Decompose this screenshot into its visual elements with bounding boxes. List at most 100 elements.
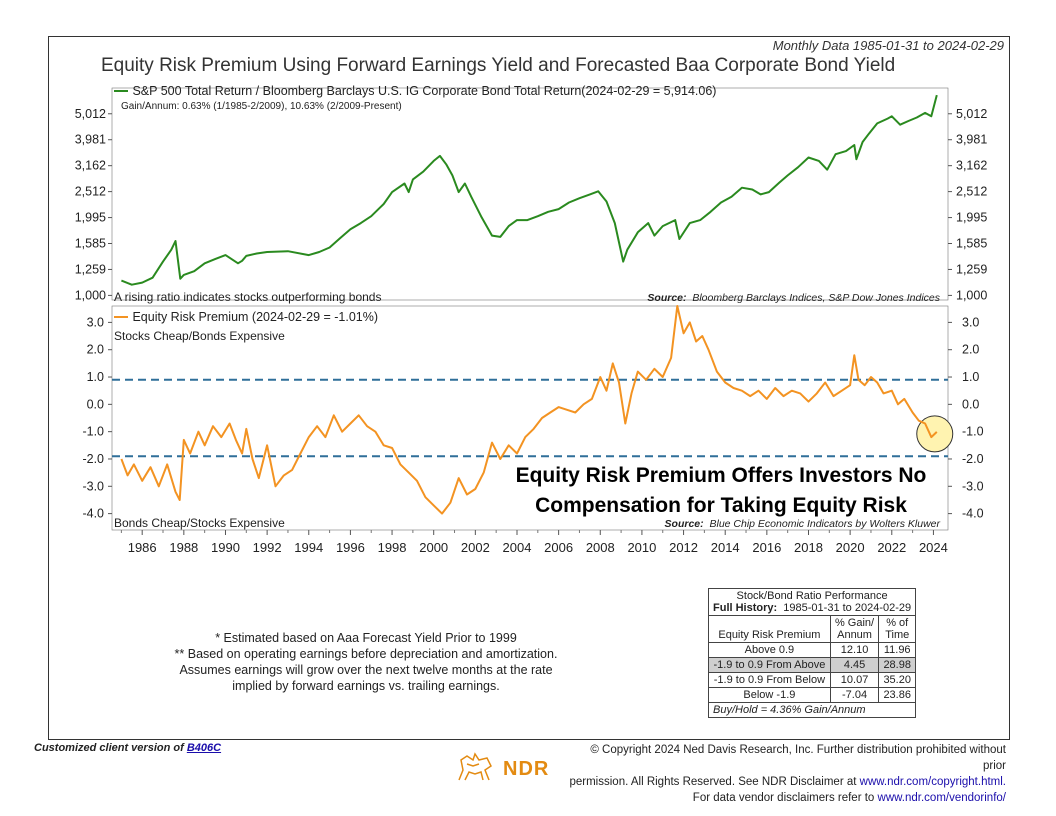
erp-tick-label-right: -4.0 — [962, 507, 984, 521]
x-tick-label: 1986 — [128, 540, 157, 555]
x-tick-label: 2006 — [544, 540, 573, 555]
table-row: Below -1.9 -7.04 23.86 — [708, 687, 917, 703]
footnotes: * Estimated based on Aaa Forecast Yield … — [156, 630, 576, 694]
erp-tick-label-right: -2.0 — [962, 452, 984, 466]
perf-history-label: Full History: — [713, 602, 778, 614]
ratio-tick-label-right: 5,012 — [956, 107, 987, 121]
ratio-tick-label-right: 1,585 — [956, 236, 987, 250]
period-label: Monthly Data 1985-01-31 to 2024-02-29 — [772, 38, 1004, 53]
x-tick-label: 2002 — [461, 540, 490, 555]
ratio-series-line — [121, 94, 938, 286]
ratio-source-label: Source: — [647, 292, 687, 304]
chart-svg: 5,012 5,012 3,981 3,981 3,162 3,162 2,512 2,512… — [75, 87, 987, 555]
erp-tick-label-right: 0.0 — [962, 397, 979, 411]
x-tick-label: 2018 — [794, 540, 823, 555]
erp-series-line — [120, 305, 938, 515]
row-time: 28.98 — [878, 657, 917, 673]
chart-frame — [48, 36, 1010, 740]
x-tick-label: 2020 — [836, 540, 865, 555]
row-gain: 12.10 — [829, 642, 880, 658]
erp-source-text: Blue Chip Economic Indicators by Wolters… — [709, 518, 940, 530]
perf-col-gain: % Gain/Annum — [829, 615, 880, 643]
x-axis: 1986 1988 1990 1992 1994 1996 1998 2000 2002 2004… — [120, 530, 948, 555]
ratio-tick-label-right: 3,162 — [956, 159, 987, 173]
table-row: -1.9 to 0.9 From Below 10.07 35.20 — [708, 672, 917, 688]
perf-title-text: Stock/Bond Ratio Performance — [736, 590, 888, 602]
copyright-line-2-text: permission. All Rights Reserved. See NDR… — [569, 776, 860, 788]
footnote-4: implied by forward earnings vs. trailing… — [232, 679, 500, 693]
x-tick-label: 1996 — [336, 540, 365, 555]
callout-line-1: Equity Risk Premium Offers Investors No — [515, 464, 927, 487]
erp-source-label: Source: — [664, 518, 704, 530]
x-tick-label: 1994 — [294, 540, 323, 555]
ratio-tick-label-left: 1,000 — [75, 288, 106, 302]
performance-table: Stock/Bond Ratio Performance Full Histor… — [707, 588, 917, 718]
ratio-tick-label-left: 1,259 — [75, 262, 106, 276]
row-time: 11.96 — [878, 642, 917, 658]
perf-buyhold-row: Buy/Hold = 4.36% Gain/Annum — [707, 702, 917, 718]
row-time: 35.20 — [878, 672, 917, 688]
perf-history-range: 1985-01-31 to 2024-02-29 — [783, 602, 912, 614]
ratio-gain-note: Gain/Annum: 0.63% (1/1985-2/2009), 10.63… — [121, 101, 402, 112]
erp-tick-label-left: -1.0 — [82, 425, 104, 439]
x-tick-label: 2014 — [711, 540, 740, 555]
ratio-tick-label-left: 1,995 — [75, 211, 106, 225]
copyright-line-2: permission. All Rights Reserved. See NDR… — [566, 774, 1006, 790]
bonds-cheap-label: Bonds Cheap/Stocks Expensive — [114, 516, 285, 530]
x-tick-label: 2004 — [503, 540, 532, 555]
callout-line-2: Compensation for Taking Equity Risk — [535, 494, 907, 517]
erp-source: Source: Blue Chip Economic Indicators by… — [665, 518, 940, 530]
x-tick-label: 2022 — [877, 540, 906, 555]
footnote-2: ** Based on operating earnings before de… — [174, 647, 558, 661]
erp-tick-label-right: 1.0 — [962, 370, 979, 384]
perf-col-time-b: Time — [885, 629, 910, 641]
erp-tick-label-left: 2.0 — [87, 343, 104, 357]
erp-legend-swatch — [114, 315, 128, 318]
ratio-tick-label-left: 2,512 — [75, 185, 106, 199]
ratio-tick-label-right: 3,981 — [956, 133, 987, 147]
erp-tick-label-left: -2.0 — [82, 452, 104, 466]
erp-tick-label-right: 2.0 — [962, 343, 979, 357]
footnote-3: Assumes earnings will grow over the next… — [179, 663, 553, 677]
x-tick-label: 1992 — [253, 540, 282, 555]
erp-tick-label-right: 3.0 — [962, 315, 979, 329]
erp-tick-label-right: -3.0 — [962, 479, 984, 493]
row-label: -1.9 to 0.9 From Below — [708, 672, 831, 688]
x-tick-label: 2016 — [752, 540, 781, 555]
ratio-tick-label-right: 1,995 — [956, 211, 987, 225]
ratio-legend-label: S&P 500 Total Return / Bloomberg Barclay… — [132, 84, 717, 98]
custom-prefix: Customized client version of — [34, 742, 187, 754]
ratio-tick-label-left: 5,012 — [75, 107, 106, 121]
copyright-line-3: For data vendor disclaimers refer to www… — [566, 790, 1006, 806]
ndr-logo-text: NDR — [503, 758, 550, 780]
ratio-tick-label-right: 2,512 — [956, 185, 987, 199]
table-row: Above 0.9 12.10 11.96 — [708, 642, 917, 658]
custom-version-link[interactable]: B406C — [186, 742, 222, 754]
ratio-tick-label-right: 1,000 — [956, 288, 987, 302]
row-label: Above 0.9 — [708, 642, 831, 658]
bottom-panel: 3.0 3.0 2.0 2.0 1.0 1.0 0.0 0.0 -1.0 -1.0 -2.0 -2.0… — [82, 305, 984, 531]
top-plot-border — [111, 87, 949, 301]
row-gain: 4.45 — [829, 657, 880, 673]
ratio-note: A rising ratio indicates stocks outperfo… — [114, 290, 382, 304]
row-gain: 10.07 — [829, 672, 880, 688]
copyright-link[interactable]: www.ndr.com/copyright.html. — [859, 776, 1006, 788]
ratio-legend: S&P 500 Total Return / Bloomberg Barclay… — [114, 82, 716, 100]
ratio-tick-label-left: 3,981 — [75, 133, 106, 147]
perf-buyhold: Buy/Hold = 4.36% Gain/Annum — [707, 702, 917, 718]
x-tick-label: 1998 — [378, 540, 407, 555]
perf-col-time-a: % of — [886, 617, 909, 629]
stocks-cheap-label: Stocks Cheap/Bonds Expensive — [114, 329, 285, 343]
perf-col-gain-a: % Gain/ — [834, 617, 875, 629]
x-tick-label: 2008 — [586, 540, 615, 555]
x-tick-label: 2012 — [669, 540, 698, 555]
ratio-source-text: Bloomberg Barclays Indices, S&P Dow Jone… — [692, 292, 940, 304]
copyright-block: © Copyright 2024 Ned Davis Research, Inc… — [566, 742, 1006, 806]
erp-legend: Equity Risk Premium (2024-02-29 = -1.01%… — [114, 308, 378, 326]
ratio-source: Source: Bloomberg Barclays Indices, S&P … — [647, 292, 940, 304]
vendor-info-link[interactable]: www.ndr.com/vendorinfo/ — [877, 792, 1006, 804]
copyright-line-3-text: For data vendor disclaimers refer to — [692, 792, 878, 804]
row-label: Below -1.9 — [708, 687, 831, 703]
chart-title: Equity Risk Premium Using Forward Earnin… — [101, 55, 896, 76]
x-tick-label: 1990 — [211, 540, 240, 555]
